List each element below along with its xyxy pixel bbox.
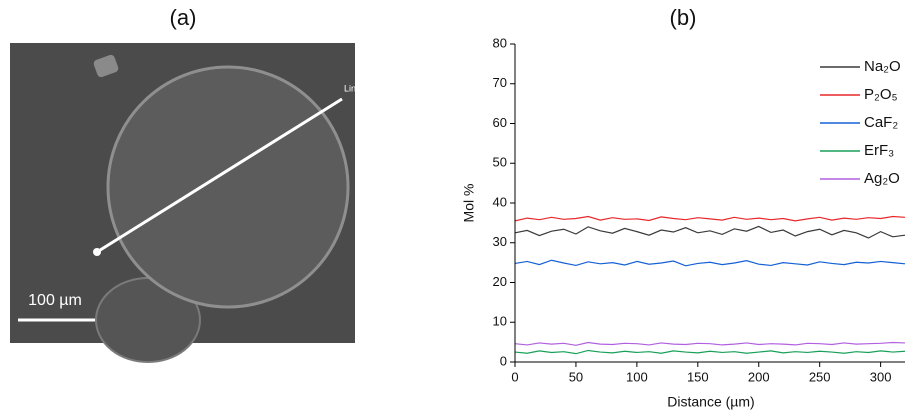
series-line xyxy=(514,225,906,239)
x-tick-label: 0 xyxy=(511,369,518,384)
sem-image: Line Data 1 100 µm xyxy=(10,43,390,363)
glass-disc xyxy=(106,65,350,309)
y-axis-title: Mol % xyxy=(461,184,477,223)
x-tick-label: 250 xyxy=(809,369,831,384)
x-tick-label: 50 xyxy=(569,369,583,384)
scale-bar-label: 100 µm xyxy=(28,292,82,309)
legend-label: CaF₂ xyxy=(864,114,898,131)
y-tick-label: 30 xyxy=(493,234,507,249)
x-tick-label: 300 xyxy=(870,369,892,384)
x-tick-label: 100 xyxy=(626,369,648,384)
panel-label: (b) xyxy=(670,5,697,30)
y-tick-label: 70 xyxy=(493,75,507,90)
x-tick-label: 200 xyxy=(748,369,770,384)
y-tick-label: 0 xyxy=(500,353,507,368)
legend-label: P₂O₅ xyxy=(864,86,898,103)
series-line xyxy=(514,341,906,346)
panel-label: (a) xyxy=(170,5,197,30)
series-line xyxy=(514,259,906,267)
particle xyxy=(93,54,119,78)
series-line xyxy=(514,349,906,355)
y-tick-label: 80 xyxy=(493,35,507,50)
scan-start xyxy=(93,248,101,256)
legend-label: Ag₂O xyxy=(864,170,900,187)
scan-line xyxy=(96,97,343,254)
legend-label: Na₂O xyxy=(864,58,901,75)
y-tick-label: 60 xyxy=(493,115,507,130)
legend-label: ErF₃ xyxy=(864,142,894,159)
scan-annotation: Line Data 1 xyxy=(344,83,390,93)
y-tick-label: 50 xyxy=(493,155,507,170)
series-line xyxy=(514,215,906,222)
y-tick-label: 20 xyxy=(493,274,507,289)
y-tick-label: 10 xyxy=(493,314,507,329)
y-tick-label: 40 xyxy=(493,194,507,209)
x-tick-label: 150 xyxy=(687,369,709,384)
x-axis-title: Distance (µm) xyxy=(667,394,754,410)
